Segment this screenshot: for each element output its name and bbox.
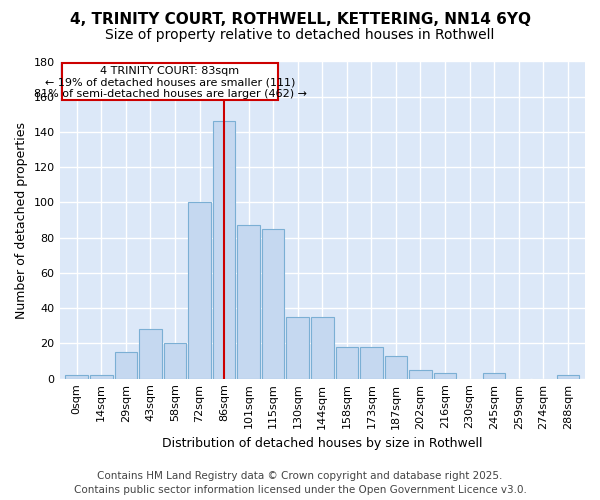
Bar: [557, 375, 579, 378]
Bar: [311, 317, 334, 378]
Bar: [360, 347, 383, 378]
Bar: [115, 352, 137, 378]
Bar: [409, 370, 432, 378]
Text: 4 TRINITY COURT: 83sqm: 4 TRINITY COURT: 83sqm: [100, 66, 239, 76]
Bar: [213, 122, 235, 378]
Bar: [434, 374, 457, 378]
Bar: [385, 356, 407, 378]
Text: ← 19% of detached houses are smaller (111): ← 19% of detached houses are smaller (11…: [45, 78, 295, 88]
Bar: [483, 374, 505, 378]
Text: 81% of semi-detached houses are larger (462) →: 81% of semi-detached houses are larger (…: [34, 89, 307, 99]
X-axis label: Distribution of detached houses by size in Rothwell: Distribution of detached houses by size …: [162, 437, 482, 450]
Text: Contains HM Land Registry data © Crown copyright and database right 2025.
Contai: Contains HM Land Registry data © Crown c…: [74, 471, 526, 495]
Bar: [262, 229, 284, 378]
Bar: [139, 330, 161, 378]
Bar: [238, 226, 260, 378]
Y-axis label: Number of detached properties: Number of detached properties: [15, 122, 28, 318]
Text: Size of property relative to detached houses in Rothwell: Size of property relative to detached ho…: [106, 28, 494, 42]
FancyBboxPatch shape: [62, 64, 278, 100]
Bar: [65, 375, 88, 378]
Bar: [335, 347, 358, 378]
Text: 4, TRINITY COURT, ROTHWELL, KETTERING, NN14 6YQ: 4, TRINITY COURT, ROTHWELL, KETTERING, N…: [70, 12, 530, 28]
Bar: [286, 317, 309, 378]
Bar: [90, 375, 113, 378]
Bar: [164, 344, 186, 378]
Bar: [188, 202, 211, 378]
